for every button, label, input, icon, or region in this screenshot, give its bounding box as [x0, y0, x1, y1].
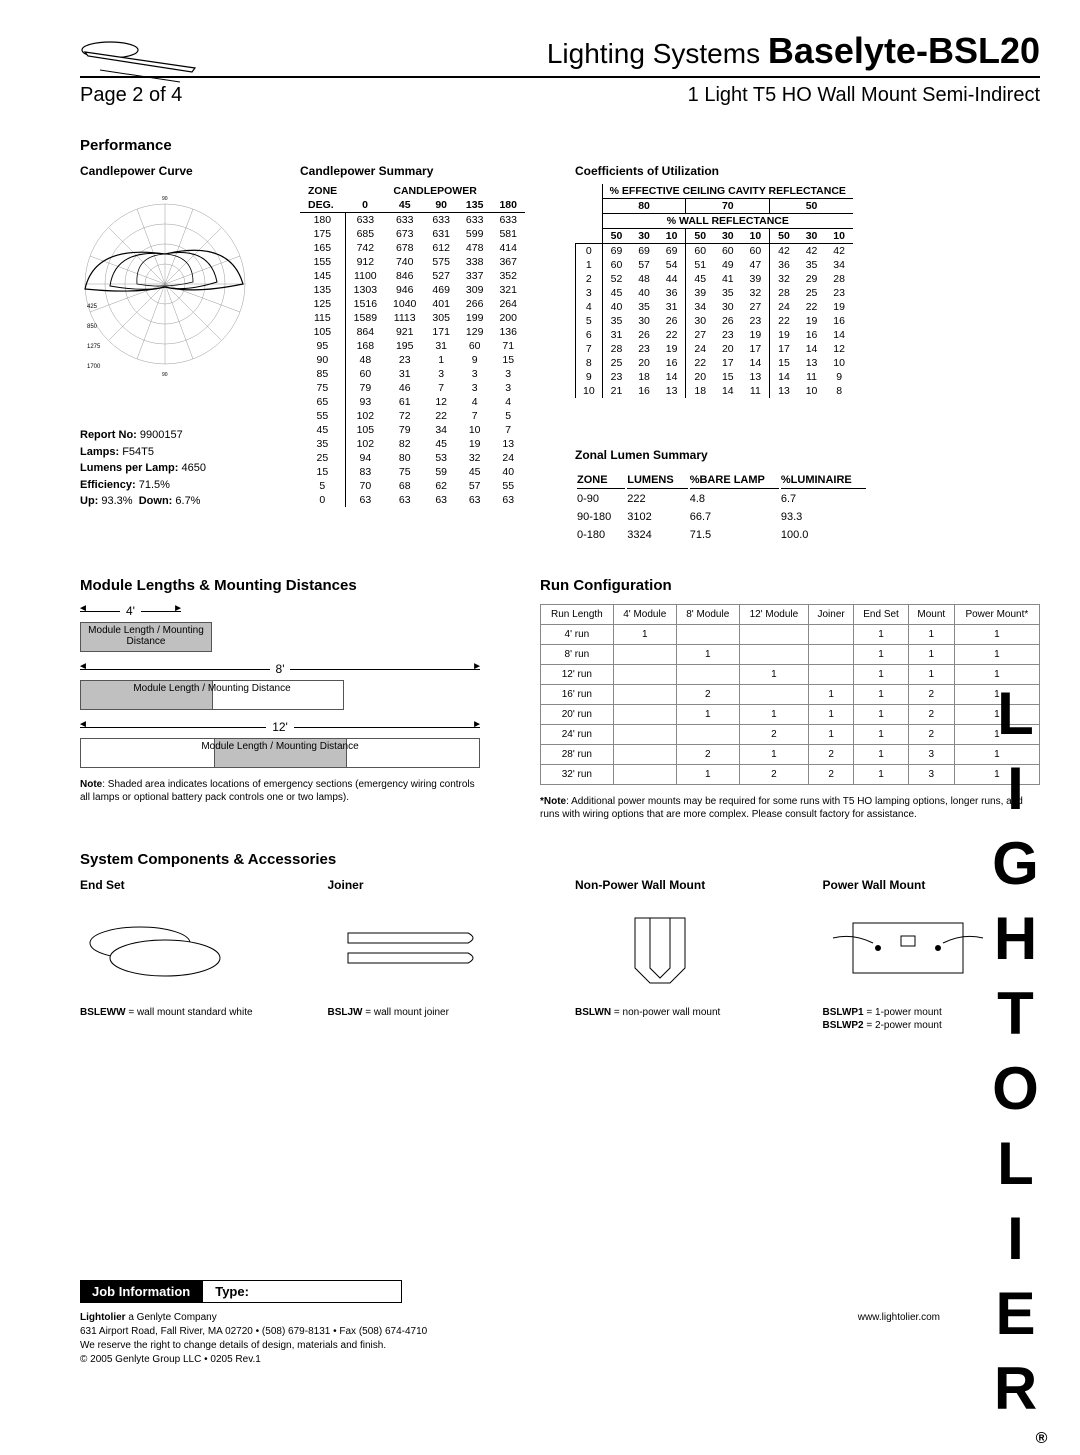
summary-title: Candlepower Summary: [300, 164, 525, 178]
footer: Job Information Type: Lightolier a Genly…: [80, 1280, 940, 1367]
components-title: System Components & Accessories: [80, 851, 1040, 868]
curve-title: Candlepower Curve: [80, 164, 270, 178]
system-prefix: Lighting Systems: [547, 38, 760, 69]
run-note: *Note: Additional power mounts may be re…: [540, 795, 1040, 821]
component-item: Non-Power Wall MountBSLWN = non-power wa…: [575, 878, 793, 1032]
svg-text:1275: 1275: [87, 344, 101, 350]
candlepower-table: ZONECANDLEPOWER DEG. 04590135180 1806336…: [300, 184, 525, 507]
module-note: Note: Shaded area indicates locations of…: [80, 778, 480, 804]
candlepower-polar-chart: 425 850 1275 1700 90 90: [80, 184, 250, 414]
header-rule: [80, 76, 1040, 78]
subtitle: 1 Light T5 HO Wall Mount Semi-Indirect: [688, 84, 1040, 107]
run-table: Run Length4' Module8' Module12' ModuleJo…: [540, 604, 1040, 785]
run-title: Run Configuration: [540, 577, 1040, 594]
product-logo: [80, 30, 200, 85]
cou-table: % EFFECTIVE CEILING CAVITY REFLECTANCE 8…: [575, 184, 853, 398]
modules-title: Module Lengths & Mounting Distances: [80, 577, 480, 594]
job-info-label: Job Information: [80, 1280, 202, 1303]
type-label: Type:: [202, 1280, 402, 1303]
svg-text:90: 90: [162, 196, 168, 202]
svg-text:1700: 1700: [87, 364, 101, 370]
cou-title: Coefficients of Utilization: [575, 164, 868, 178]
module-8ft: 8' Module Length / Mounting Distance: [80, 662, 480, 710]
svg-text:850: 850: [87, 324, 98, 330]
svg-text:425: 425: [87, 304, 98, 310]
module-4ft: 4' Module Length / Mounting Distance: [80, 604, 480, 652]
page-number: Page 2 of 4: [80, 84, 182, 107]
brand-vertical: LIGHTOLIER®: [981, 680, 1050, 1455]
component-item: End SetBSLEWW = wall mount standard whit…: [80, 878, 298, 1032]
zonal-title: Zonal Lumen Summary: [575, 448, 868, 462]
performance-title: Performance: [80, 137, 1040, 154]
header-title: Lighting Systems Baselyte-BSL20: [80, 30, 1040, 72]
zonal-table: ZONELUMENS%BARE LAMP%LUMINAIRE 0-902224.…: [575, 470, 868, 545]
product-name: Baselyte-BSL20: [768, 30, 1040, 71]
module-12ft: 12' Module Length / Mounting Distance: [80, 720, 480, 768]
report-block: Report No: 9900157 Lamps: F54T5 Lumens p…: [80, 427, 270, 510]
svg-text:90: 90: [162, 372, 168, 378]
component-item: JoinerBSLJW = wall mount joiner: [328, 878, 546, 1032]
